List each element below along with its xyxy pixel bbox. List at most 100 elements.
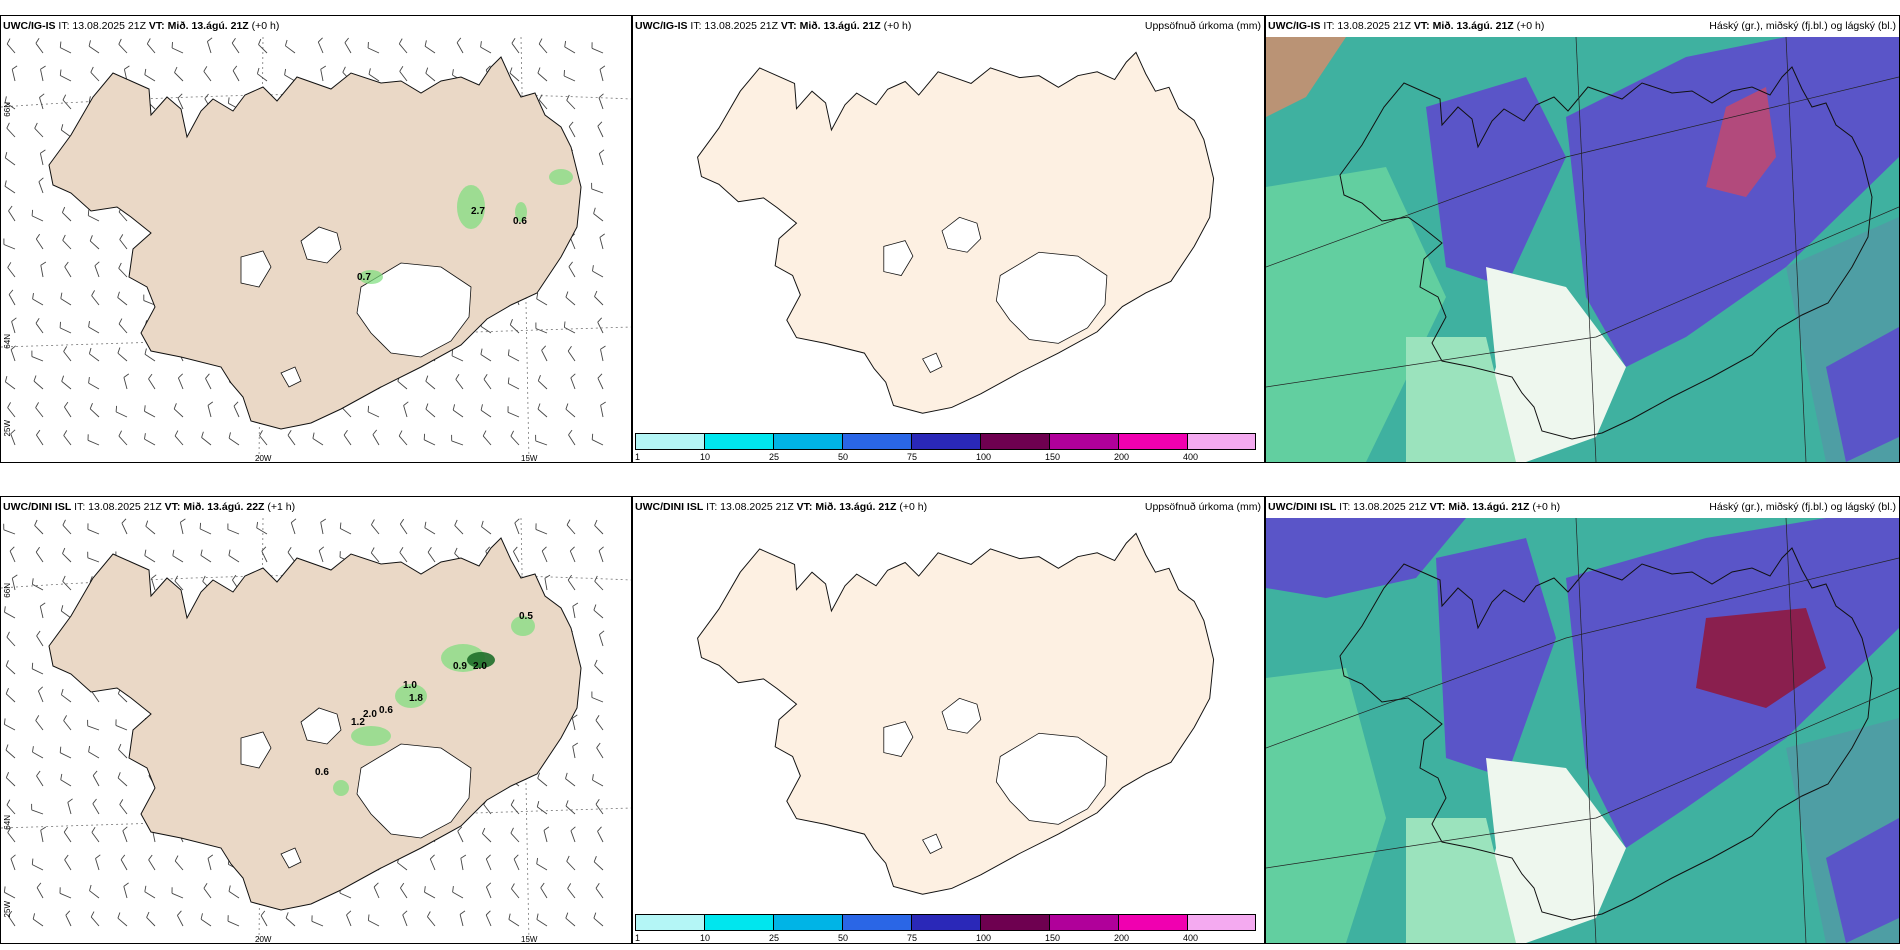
wind-barb-feather (7, 827, 12, 833)
wind-barb-feather (61, 206, 66, 213)
wind-barb-feather (10, 345, 16, 350)
precip-legend (635, 433, 1256, 450)
wind-barb (424, 45, 436, 54)
wind-barb-feather (595, 882, 600, 889)
wind-barb (570, 377, 576, 390)
precip-value-label: 1.8 (409, 693, 423, 704)
wind-barb-feather (312, 432, 315, 439)
wind-barb (174, 72, 184, 82)
wind-barb-feather (3, 886, 6, 893)
wind-barb-feather (88, 347, 92, 354)
wind-barb-feather (320, 518, 327, 523)
wind-barb (146, 43, 156, 54)
wind-barb (148, 859, 156, 871)
wind-barb (258, 44, 268, 54)
wind-barb-feather (205, 373, 210, 379)
legend-swatch (842, 433, 911, 450)
wind-barb (563, 75, 576, 82)
wind-barb (201, 437, 212, 446)
wind-barb-feather (5, 660, 9, 667)
wind-barb (256, 527, 268, 535)
legend-swatch (635, 433, 704, 450)
wind-barb (566, 860, 576, 871)
wind-barb-feather (92, 798, 97, 804)
wind-barb (544, 578, 548, 591)
wind-barb (569, 550, 576, 563)
lead-time: (+0 h) (899, 501, 928, 513)
wind-barb-feather (63, 715, 67, 721)
wind-barb-feather (119, 799, 124, 805)
wind-barb-feather (460, 854, 467, 859)
wind-barb (90, 916, 100, 927)
wind-barb (36, 775, 44, 787)
wind-barb (3, 244, 16, 250)
wind-barb-feather (485, 854, 491, 860)
legend-swatch (980, 433, 1049, 450)
precip-legend-ticks: 1 10 25 50 75 100 150 200 400 (635, 933, 1264, 943)
wind-barb (343, 434, 352, 446)
wind-barb (543, 830, 548, 843)
wind-barb (346, 914, 352, 927)
wind-barb (483, 804, 492, 815)
wind-barb-feather (570, 826, 576, 832)
wind-barb-feather (536, 857, 539, 864)
lon-label-20: 20W (255, 935, 272, 944)
wind-barb (511, 43, 520, 54)
wind-barb-feather (6, 799, 11, 806)
wind-barb (144, 438, 156, 446)
wind-barb-feather (35, 38, 40, 44)
wind-barb (424, 891, 436, 899)
wind-barb (592, 439, 604, 446)
wind-barb-feather (509, 319, 513, 325)
wind-barb (35, 551, 44, 563)
lon-label-25: 25W (3, 901, 12, 918)
valid-time-label: VT: (148, 20, 165, 32)
wind-barb (118, 749, 128, 759)
wind-barb-feather (568, 429, 573, 436)
wind-barb-feather (60, 292, 63, 299)
wind-barb (424, 527, 436, 535)
wind-barb-feather (565, 912, 569, 919)
precip-value-label: 0.5 (519, 611, 533, 622)
wind-barb-feather (40, 65, 46, 70)
wind-barb (595, 720, 604, 731)
wind-barb-feather (342, 66, 346, 73)
wind-barb (87, 439, 100, 446)
wind-barb-feather (598, 546, 604, 552)
wind-barb-feather (34, 122, 38, 129)
wind-barb-feather (5, 772, 10, 778)
wind-barb (485, 858, 492, 871)
wind-barb (4, 101, 16, 110)
wind-barb-feather (200, 913, 203, 920)
wind-barb (36, 434, 44, 446)
legend-tick-label: 75 (907, 933, 918, 943)
wind-barb-feather (177, 93, 183, 99)
wind-barb (285, 45, 296, 54)
wind-barb (94, 265, 100, 278)
wind-barb (11, 321, 16, 334)
wind-barb-feather (144, 348, 147, 355)
wind-barb-feather (7, 910, 13, 917)
wind-barb (11, 69, 16, 82)
wind-barb (117, 297, 128, 306)
wind-barb (456, 42, 464, 54)
wind-barb (427, 551, 436, 563)
wind-barb (177, 915, 184, 927)
wind-barb-feather (427, 546, 432, 553)
wind-barb-feather (228, 549, 231, 556)
model-name: UWC/DINI ISL (635, 501, 704, 513)
wind-barb (592, 270, 604, 278)
wind-barb-feather (89, 884, 92, 891)
wind-barb-feather (285, 912, 289, 919)
wind-barb-feather (87, 209, 90, 216)
wind-barb-feather (146, 38, 151, 45)
wind-barb (207, 858, 212, 871)
wind-barb (595, 804, 604, 815)
wind-barb (63, 831, 72, 843)
wind-barb-feather (61, 375, 65, 382)
wind-barb-feather (36, 882, 42, 888)
wind-barb-feather (94, 261, 100, 267)
legend-swatch (1118, 433, 1187, 450)
wind-barb-feather (592, 265, 594, 272)
wind-barb (61, 129, 72, 138)
